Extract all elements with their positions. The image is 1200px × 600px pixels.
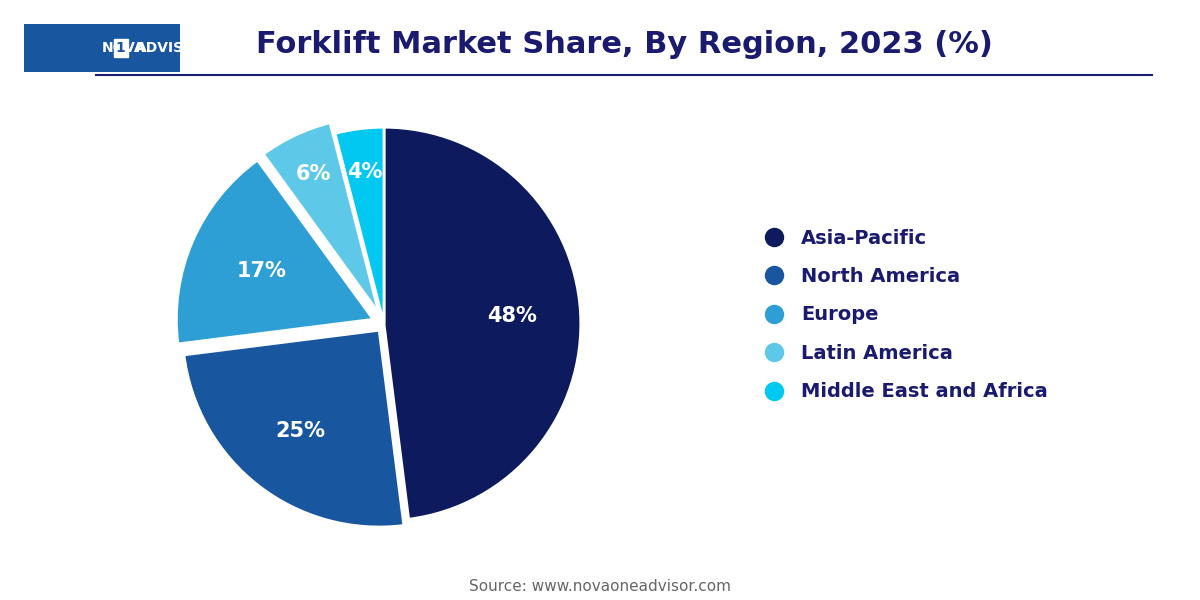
Text: 4%: 4% [347,162,383,182]
Wedge shape [176,160,373,344]
Wedge shape [184,330,404,527]
Wedge shape [384,127,581,519]
Text: 17%: 17% [236,261,286,281]
Text: NOVA: NOVA [102,41,145,55]
Text: 25%: 25% [276,421,325,441]
Text: 6%: 6% [296,164,331,184]
Wedge shape [263,122,379,313]
Wedge shape [335,127,384,324]
Text: Source: www.novaoneadvisor.com: Source: www.novaoneadvisor.com [469,579,731,594]
Text: 1: 1 [116,41,126,55]
Text: ADVISOR: ADVISOR [137,41,208,55]
FancyBboxPatch shape [24,24,180,72]
Text: 48%: 48% [487,306,536,326]
Text: Forklift Market Share, By Region, 2023 (%): Forklift Market Share, By Region, 2023 (… [256,30,992,59]
Legend: Asia-Pacific, North America, Europe, Latin America, Middle East and Africa: Asia-Pacific, North America, Europe, Lat… [752,219,1057,411]
